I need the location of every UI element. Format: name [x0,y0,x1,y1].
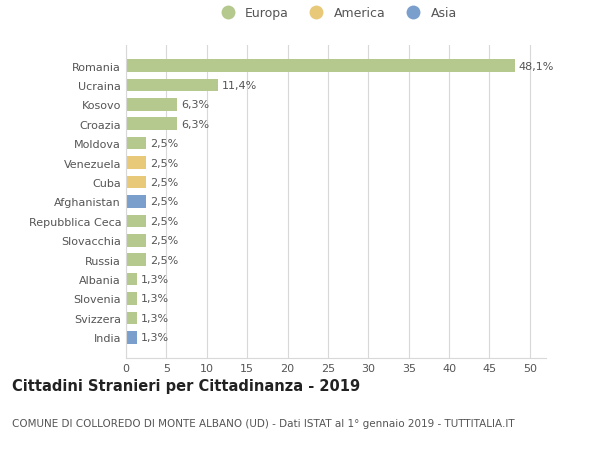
Text: 2,5%: 2,5% [150,139,178,149]
Bar [126,312,137,325]
Text: 2,5%: 2,5% [150,236,178,246]
Text: 11,4%: 11,4% [222,81,257,91]
Text: 1,3%: 1,3% [140,333,169,342]
Bar [126,118,177,131]
Bar [126,157,146,169]
Text: 2,5%: 2,5% [150,178,178,188]
Bar [126,273,137,286]
Bar [126,138,146,150]
Text: 1,3%: 1,3% [140,313,169,323]
Text: 1,3%: 1,3% [140,274,169,285]
Bar [126,331,137,344]
Text: Cittadini Stranieri per Cittadinanza - 2019: Cittadini Stranieri per Cittadinanza - 2… [12,379,360,394]
Bar [126,215,146,228]
Text: 2,5%: 2,5% [150,197,178,207]
Text: 1,3%: 1,3% [140,294,169,304]
Text: 2,5%: 2,5% [150,158,178,168]
Text: 6,3%: 6,3% [181,119,209,129]
Bar [126,235,146,247]
Text: 2,5%: 2,5% [150,216,178,226]
Text: 2,5%: 2,5% [150,255,178,265]
Bar [126,60,515,73]
Bar [126,176,146,189]
Text: 48,1%: 48,1% [518,62,554,71]
Text: COMUNE DI COLLOREDO DI MONTE ALBANO (UD) - Dati ISTAT al 1° gennaio 2019 - TUTTI: COMUNE DI COLLOREDO DI MONTE ALBANO (UD)… [12,418,515,428]
Text: 6,3%: 6,3% [181,100,209,110]
Legend: Europa, America, Asia: Europa, America, Asia [210,2,462,25]
Bar [126,292,137,305]
Bar [126,196,146,208]
Bar [126,99,177,112]
Bar [126,79,218,92]
Bar [126,254,146,266]
